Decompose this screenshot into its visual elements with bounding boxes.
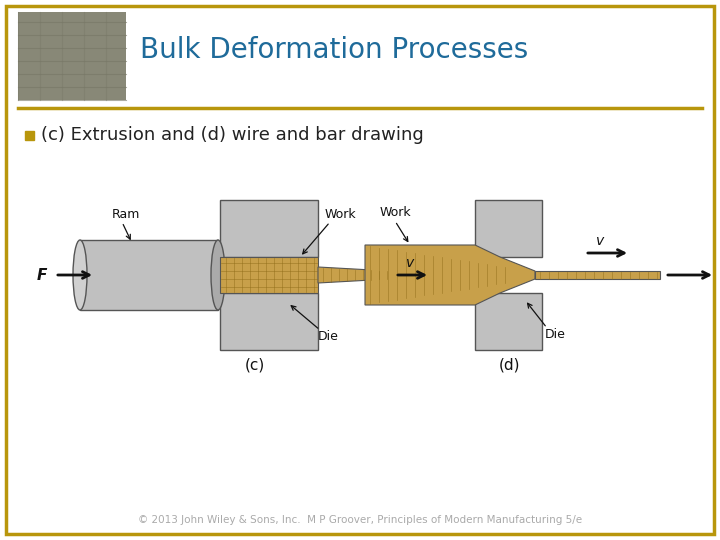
Polygon shape bbox=[535, 271, 660, 279]
Text: (d): (d) bbox=[499, 357, 521, 373]
Text: (c) Extrusion and (d) wire and bar drawing: (c) Extrusion and (d) wire and bar drawi… bbox=[41, 125, 424, 144]
Text: v: v bbox=[596, 234, 604, 248]
Text: v: v bbox=[406, 256, 414, 270]
Ellipse shape bbox=[73, 240, 87, 310]
Text: Bulk Deformation Processes: Bulk Deformation Processes bbox=[140, 36, 528, 64]
Polygon shape bbox=[475, 293, 542, 350]
Polygon shape bbox=[475, 200, 542, 257]
Text: Work: Work bbox=[325, 208, 356, 221]
Polygon shape bbox=[318, 267, 390, 283]
Text: Die: Die bbox=[545, 328, 566, 341]
Text: © 2013 John Wiley & Sons, Inc.  M P Groover, Principles of Modern Manufacturing : © 2013 John Wiley & Sons, Inc. M P Groov… bbox=[138, 515, 582, 525]
Polygon shape bbox=[365, 245, 535, 305]
Text: F: F bbox=[37, 267, 48, 282]
Polygon shape bbox=[220, 200, 318, 257]
Polygon shape bbox=[220, 293, 318, 350]
Text: (c): (c) bbox=[245, 357, 265, 373]
Text: Work: Work bbox=[380, 206, 412, 219]
Bar bbox=[18, 12, 126, 100]
Text: Ram: Ram bbox=[112, 208, 140, 221]
Ellipse shape bbox=[211, 240, 225, 310]
Bar bbox=[220, 257, 318, 293]
Bar bbox=[25, 131, 34, 140]
Text: Die: Die bbox=[318, 330, 339, 343]
Bar bbox=[80, 240, 218, 310]
